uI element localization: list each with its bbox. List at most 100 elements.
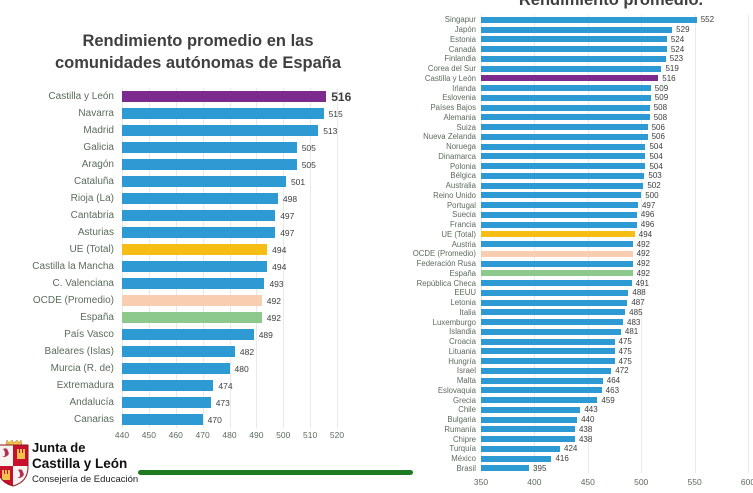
- bar: [481, 465, 530, 472]
- bar-value: 475: [618, 337, 632, 347]
- bar: [122, 244, 268, 255]
- bar-row: Murcia (R. de) 480: [51, 360, 337, 377]
- bar: [481, 241, 633, 248]
- bar: [122, 91, 327, 102]
- bar-row: Madrid 513: [83, 122, 337, 139]
- bar: [481, 445, 561, 452]
- bar-row: UE (Total) 494: [441, 230, 748, 240]
- category-label: Federación Rusa: [416, 259, 476, 269]
- bar-value: 492: [266, 312, 281, 323]
- bar-row: Turquía 424: [449, 444, 748, 454]
- bar: [481, 163, 646, 170]
- bar: [481, 455, 552, 462]
- category-label: Andalucía: [69, 397, 114, 408]
- grid-line: [175, 88, 177, 428]
- bar-value: 497: [280, 227, 295, 238]
- bar-value: 506: [651, 132, 665, 142]
- bar: [481, 436, 575, 443]
- bar-row: Lituania 475: [449, 346, 748, 357]
- chart-spain-communities: Rendimiento promedio en las comunidades …: [28, 30, 368, 440]
- bar-value: 529: [676, 25, 690, 35]
- category-label: OCDE (Promedio): [32, 295, 114, 306]
- bar-value: 504: [649, 151, 663, 161]
- bar: [122, 380, 214, 391]
- category-label: Israel: [456, 366, 476, 376]
- bar-value: 505: [301, 159, 316, 170]
- logo-line1: Junta de: [32, 440, 86, 455]
- bar: [481, 46, 667, 53]
- bar-value: 519: [665, 64, 679, 74]
- axis-tick-label: 400: [527, 477, 542, 487]
- bar: [481, 36, 667, 43]
- bars-container: Singapur 552 Japón 529 Estonia 524 Canadá 524 Fi…: [413, 15, 748, 473]
- category-label: España: [80, 312, 114, 323]
- bar-row: Federación Rusa 492: [417, 259, 748, 269]
- category-label: Estonia: [449, 34, 476, 44]
- bar-row: Andalucía 473: [70, 394, 337, 411]
- category-label: Suiza: [456, 122, 476, 132]
- bar-row: Reino Unido 500: [433, 191, 748, 201]
- bar-row: Grecia 459: [453, 395, 748, 405]
- category-label: Castilla y León: [424, 73, 476, 83]
- bar: [481, 85, 651, 92]
- bar-value: 516: [662, 73, 676, 83]
- category-label: Chipre: [453, 434, 476, 444]
- bar-value: 475: [618, 346, 632, 356]
- category-label: Singapur: [444, 15, 476, 25]
- bar: [481, 309, 626, 316]
- bar: [481, 182, 644, 189]
- bar-row: Países Bajos 508: [430, 103, 748, 113]
- category-label: Austria: [451, 239, 476, 249]
- bar-value: 491: [635, 278, 649, 288]
- bar-row: Singapur 552: [445, 15, 748, 25]
- bar-row: Aragón 505: [82, 156, 337, 173]
- category-label: Islandia: [449, 327, 476, 337]
- bar-row: República Checa 491: [417, 278, 748, 288]
- bar-value: 487: [631, 298, 645, 308]
- green-divider-rule: [138, 470, 413, 475]
- category-label: República Checa: [416, 278, 476, 288]
- category-label: UE (Total): [69, 244, 114, 255]
- bar-value: 463: [605, 385, 620, 395]
- category-label: España: [449, 268, 476, 278]
- bar-row: C. Valenciana 493: [52, 275, 337, 292]
- category-label: Letonia: [450, 298, 476, 308]
- category-label: Murcia (R. de): [50, 363, 114, 374]
- bar: [122, 278, 265, 289]
- bar-row: Estonia 524: [450, 35, 748, 45]
- category-label: Cataluña: [73, 176, 114, 187]
- bar-row: Malta 464: [457, 376, 748, 386]
- bar-row: Canarias 470: [74, 411, 337, 428]
- bar-value: 483: [627, 317, 641, 327]
- bar-row: Bélgica 503: [450, 171, 748, 181]
- bar-row: Baleares (Islas) 482: [45, 343, 337, 360]
- bar-row: Israel 472: [457, 366, 748, 376]
- bar: [481, 153, 646, 160]
- category-label: Asturias: [77, 227, 114, 238]
- axis-tick-label: 500: [634, 477, 649, 487]
- bar-value: 504: [649, 161, 663, 171]
- grid-line: [337, 88, 338, 428]
- axis-tick-label: 450: [580, 477, 595, 487]
- bar: [122, 295, 262, 306]
- bar-row: Islandia 481: [449, 327, 748, 337]
- bar-row: Rioja (La) 498: [71, 190, 337, 207]
- category-label: Irlanda: [452, 83, 476, 93]
- bar-row: México 416: [451, 454, 748, 464]
- category-label: Lituania: [448, 346, 476, 356]
- bar-value: 552: [700, 15, 715, 25]
- chart-title-right: Rendimiento promedio.: [441, 0, 753, 10]
- bar-row: EEUU 488: [454, 288, 748, 298]
- bar-row: Nueva Zelanda 506: [423, 132, 748, 142]
- category-label: Hungría: [448, 356, 476, 366]
- bar-row: Letonia 487: [450, 298, 748, 308]
- bar-row: UE (Total) 494: [70, 241, 337, 258]
- bar: [122, 159, 297, 170]
- bar-row: Irlanda 509: [452, 83, 748, 93]
- category-label: Suecia: [452, 210, 476, 220]
- category-label: EEUU: [454, 288, 476, 298]
- bar: [481, 172, 645, 179]
- bar: [122, 363, 230, 374]
- bar: [481, 202, 638, 209]
- bar: [481, 367, 612, 374]
